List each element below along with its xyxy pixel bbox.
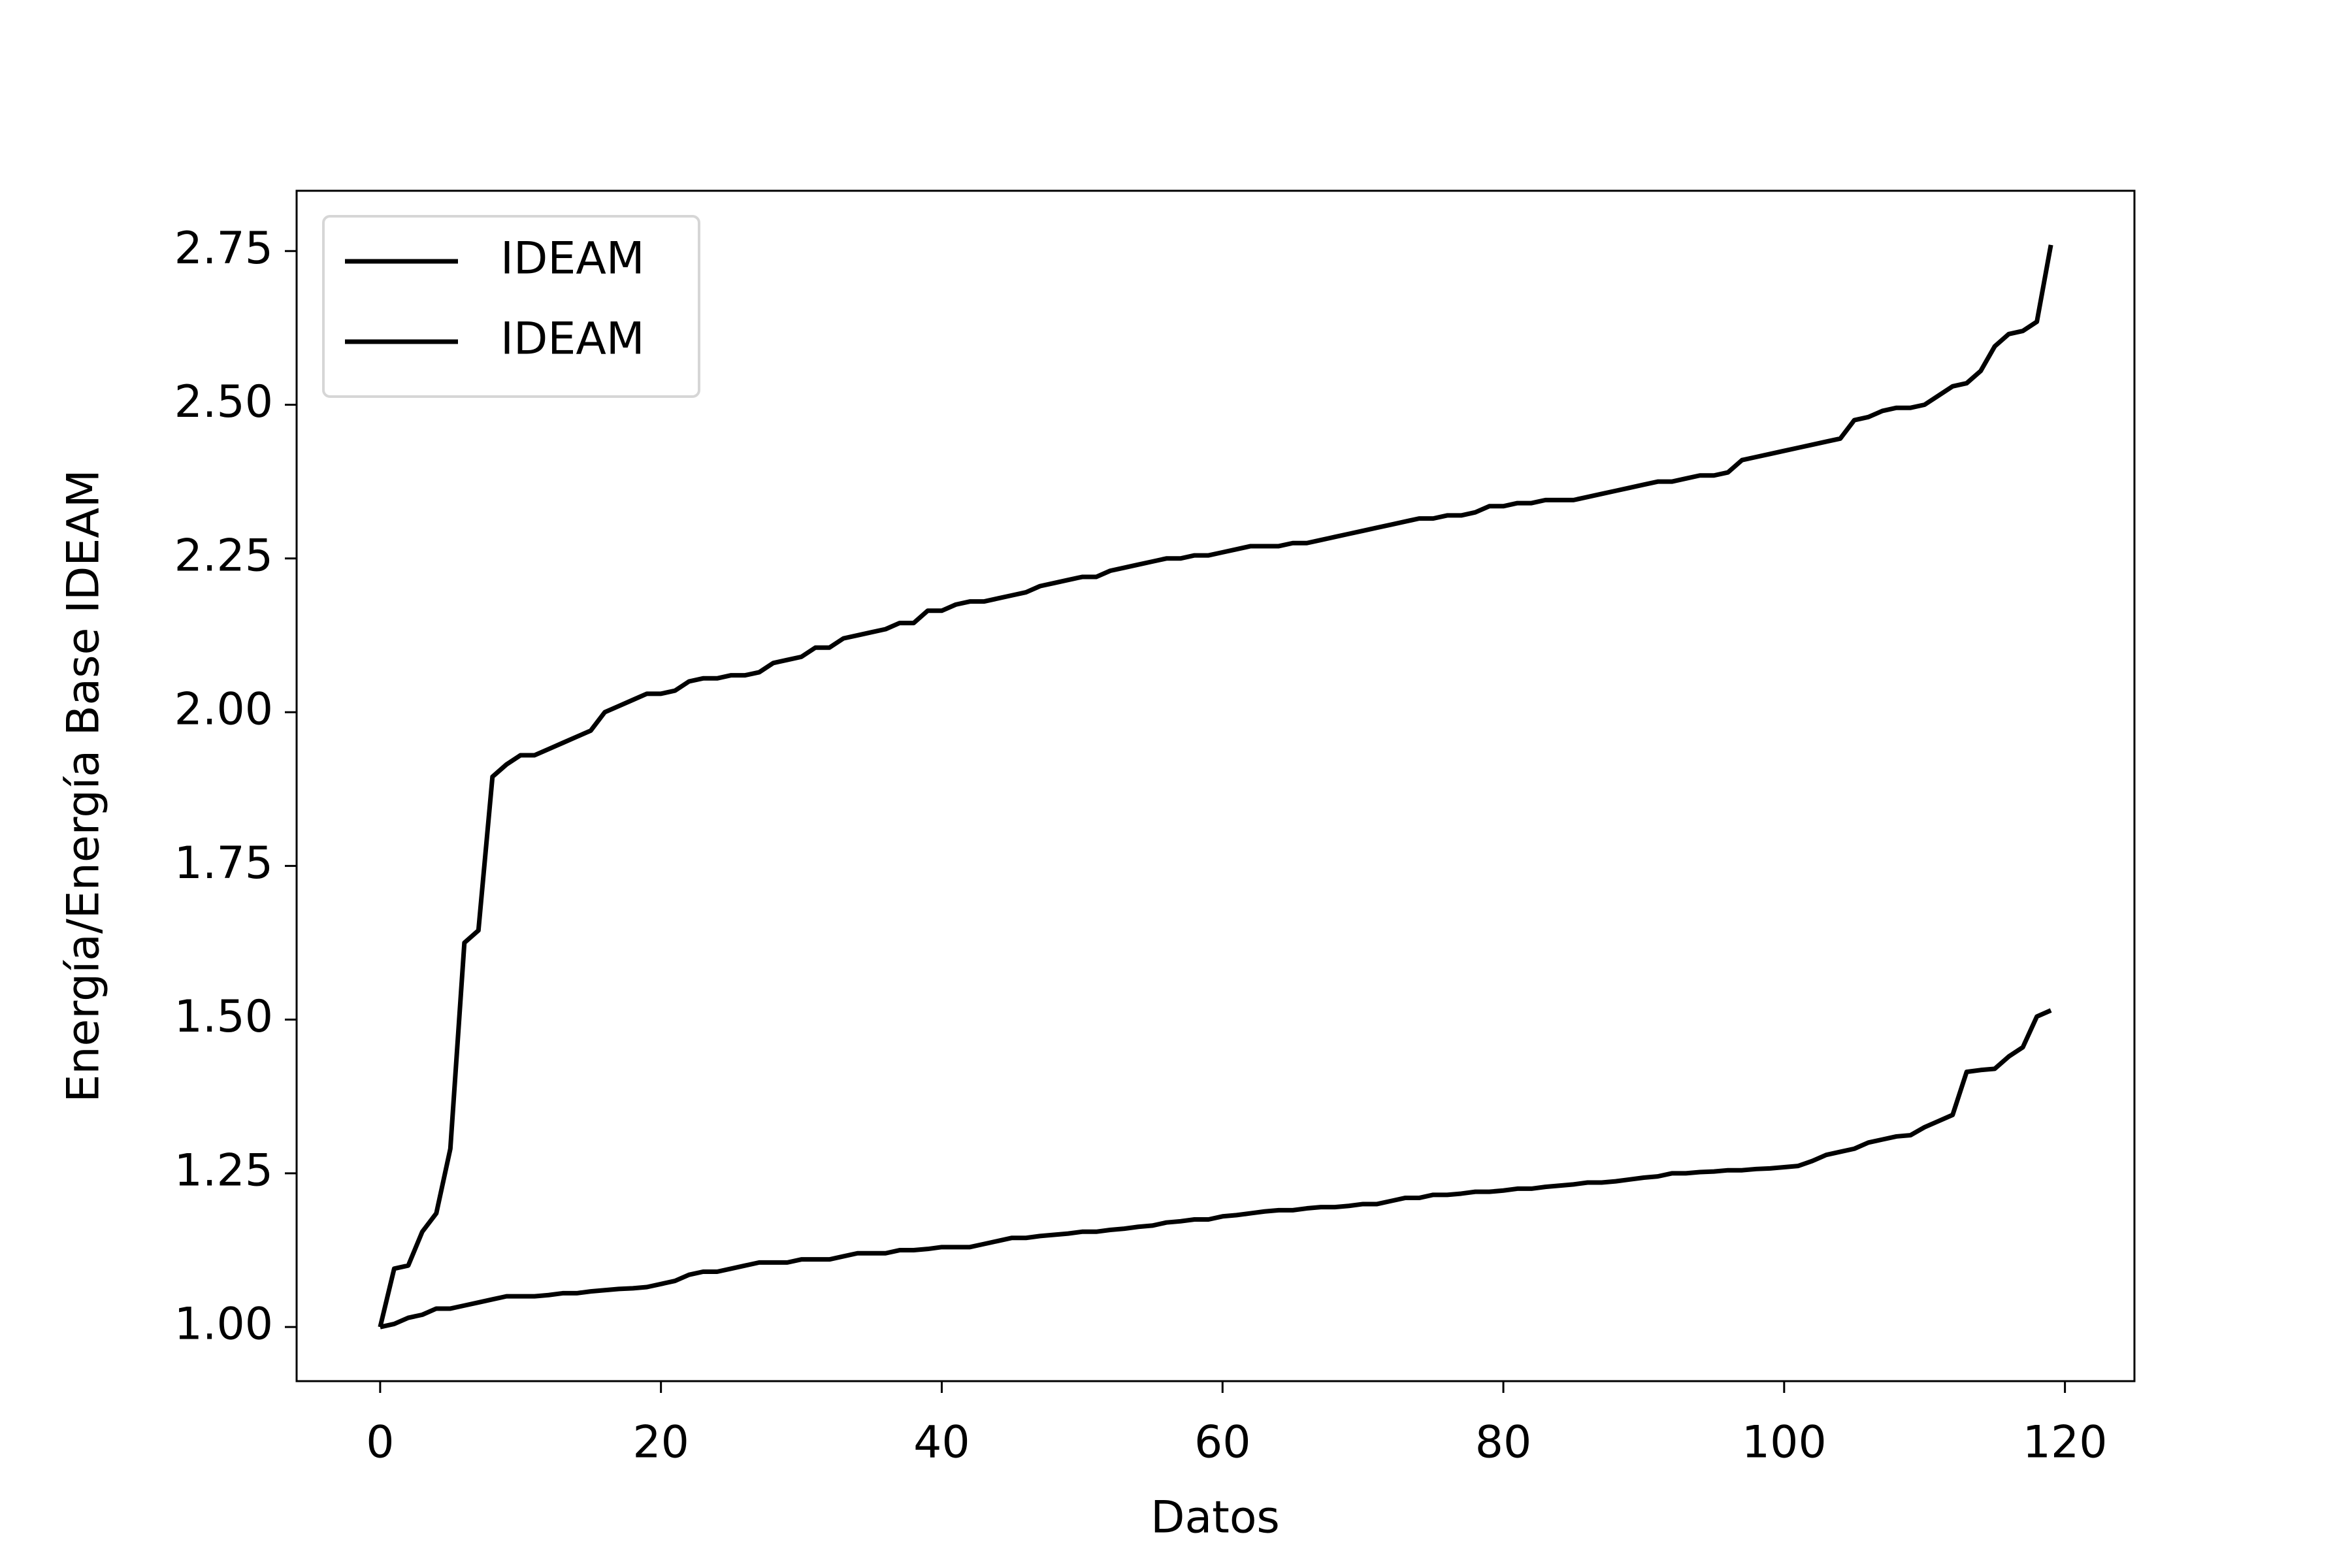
x-tick-label: 20 <box>632 1417 689 1469</box>
x-axis-label: Datos <box>1151 1492 1280 1544</box>
x-tick-label: 40 <box>913 1417 970 1469</box>
y-tick-label: 1.00 <box>174 1299 273 1350</box>
y-tick-label: 2.50 <box>174 376 273 428</box>
y-tick-label: 1.75 <box>174 838 273 889</box>
plot-frame <box>295 189 2136 1382</box>
x-tick-label: 80 <box>1475 1417 1532 1469</box>
x-tick-label: 0 <box>366 1417 394 1469</box>
line-series <box>380 1008 2052 1330</box>
y-tick-label: 2.75 <box>174 223 273 274</box>
line-series <box>378 244 2053 1328</box>
y-axis-label: Energía/Energía Base IDEAM <box>58 469 110 1102</box>
x-tick-label: 60 <box>1194 1417 1251 1469</box>
legend-label: IDEAM <box>500 233 645 285</box>
y-tick-label: 1.50 <box>174 991 273 1043</box>
y-tick-label: 1.25 <box>174 1145 273 1196</box>
x-tick-label: 100 <box>1742 1417 1827 1469</box>
y-tick-label: 2.25 <box>174 530 273 581</box>
legend-label: IDEAM <box>500 314 645 365</box>
y-tick-label: 2.00 <box>174 684 273 736</box>
x-tick-label: 120 <box>2023 1417 2108 1469</box>
